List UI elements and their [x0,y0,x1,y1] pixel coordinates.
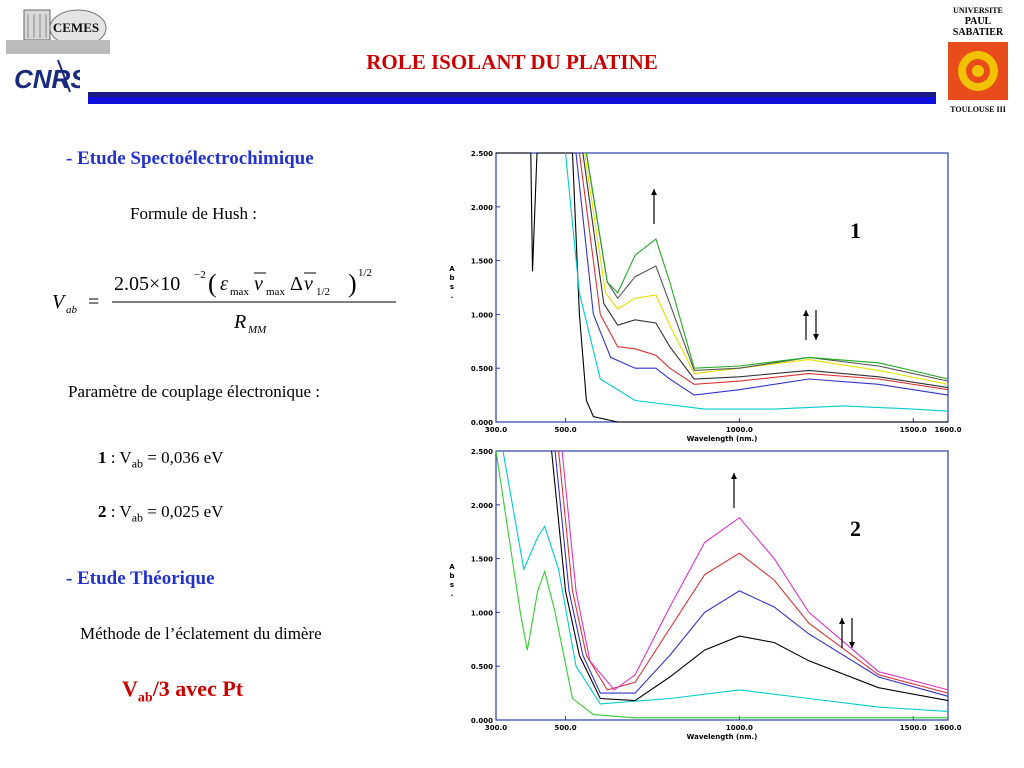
y-tick-label: 2.500 [471,150,493,158]
ups-logo: UNIVERSITE PAUL SABATIER TOULOUSE III [948,6,1008,114]
panel-number: 2 [850,516,861,541]
series-line [575,152,949,396]
spectrum-chart-2: 0.000 0.500 1.000 1.500 2.000 2.500 300.0 500.0… [449,448,961,741]
y-tick-label: 1.500 [471,258,493,266]
vab-value-1: 1 : Vab = 0,036 eV [98,448,224,471]
series-line [582,152,949,389]
svg-text:1/2: 1/2 [358,267,372,279]
y-tick-label: 0.000 [471,717,493,725]
vab-value-2: 2 : Vab = 0,025 eV [98,502,224,525]
y-tick-label: 1.000 [471,609,493,617]
x-axis-label: Wavelength (nm.) [687,733,758,741]
series-line [551,450,949,702]
y-tick-label: 0.500 [471,365,493,373]
svg-text:ν: ν [304,273,313,295]
svg-text:ab: ab [66,304,78,316]
x-tick-label: 1600.0 [934,724,961,732]
svg-text:1/2: 1/2 [316,286,330,298]
svg-text:V: V [52,291,67,313]
trend-arrow-head [839,618,845,624]
x-tick-label: 1500.0 [900,426,927,434]
series-line [558,450,949,694]
trend-arrow-head [651,189,657,195]
y-axis-label-char: b [449,274,454,282]
page-title: ROLE ISOLANT DU PLATINE [366,50,658,74]
y-axis-label-char: s [450,283,454,291]
section-heading-theory: - Etude Théorique [66,568,215,589]
y-tick-label: 2.000 [471,204,493,212]
x-tick-label: 500.0 [554,426,576,434]
title-underline-dark [88,92,936,97]
series-line [585,152,949,382]
trend-arrow-head [803,310,809,316]
y-tick-label: 2.500 [471,448,493,456]
series-line [585,152,949,380]
cemes-logo-text: CEMES [53,20,99,35]
series-line [564,152,949,412]
svg-text:ν: ν [254,273,263,295]
series-line [584,152,949,385]
method-label: Méthode de l’éclatement du dimère [80,624,322,643]
y-axis-label-char: . [451,292,454,300]
svg-text:SABATIER: SABATIER [953,27,1004,38]
svg-text:=: = [88,291,99,313]
section-heading-spectro: - Etude Spectoélectrochimique [66,148,314,169]
svg-text:PAUL: PAUL [965,16,992,27]
y-tick-label: 2.000 [471,502,493,510]
hush-label: Formule de Hush : [130,204,258,223]
svg-text:max: max [230,286,249,298]
svg-text:ε: ε [220,273,228,295]
x-axis-label: Wavelength (nm.) [687,435,758,443]
x-tick-label: 300.0 [485,426,507,434]
trend-arrow-head [731,473,737,479]
svg-text:max: max [266,286,285,298]
series-line [496,152,948,423]
plot-frame [495,450,949,721]
svg-text:): ) [348,269,357,298]
title-underline-blue [88,97,936,104]
trend-arrow-head [813,334,819,340]
series-line [502,450,949,712]
svg-text:Δ: Δ [290,273,303,295]
plot-frame [495,152,949,423]
svg-text:R: R [233,311,246,333]
panel-number: 1 [850,218,861,243]
series-line [578,152,949,391]
x-tick-label: 1500.0 [900,724,927,732]
x-tick-label: 300.0 [485,724,507,732]
svg-text:UNIVERSITE: UNIVERSITE [953,6,1003,15]
svg-text:−2: −2 [194,269,206,281]
y-tick-label: 0.500 [471,663,493,671]
result-label: Vab/3 avec Pt [122,676,244,706]
y-axis-label-char: A [449,265,455,273]
spectrum-chart-1: 0.000 0.500 1.000 1.500 2.000 2.500 300.0 500.0… [449,150,961,443]
y-tick-label: 0.000 [471,419,493,427]
series-line [554,450,949,697]
svg-text:MM: MM [247,324,267,336]
x-tick-label: 1600.0 [934,426,961,434]
svg-text:(: ( [208,269,217,298]
coupling-label: Paramètre de couplage électronique : [68,382,321,401]
x-tick-label: 500.0 [554,724,576,732]
y-axis-label-char: A [449,563,455,571]
cemes-logo: CEMES [6,9,110,54]
hush-formula: V ab = 2.05×10 −2 ( ε max ν max Δ ν 1/2 … [52,267,396,336]
svg-text:TOULOUSE III: TOULOUSE III [950,105,1006,114]
y-axis-label-char: s [450,581,454,589]
x-tick-label: 1000.0 [726,426,753,434]
y-axis-label-char: b [449,572,454,580]
x-tick-label: 1000.0 [726,724,753,732]
y-tick-label: 1.000 [471,311,493,319]
series-line [561,450,949,691]
trend-arrow-head [849,642,855,648]
y-tick-label: 1.500 [471,556,493,564]
y-axis-label-char: . [451,590,454,598]
svg-text:2.05×10: 2.05×10 [114,273,180,295]
cnrs-logo: CNRS [14,59,80,94]
series-line [495,450,948,719]
